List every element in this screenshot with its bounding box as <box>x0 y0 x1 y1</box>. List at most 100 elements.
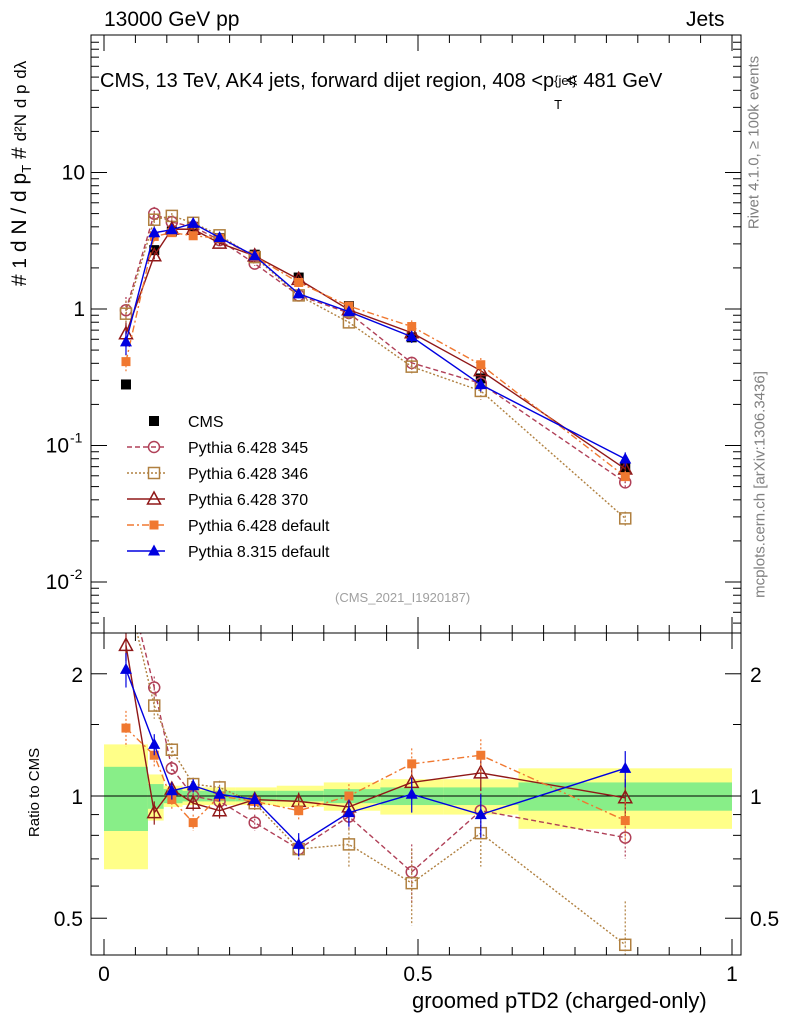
ratio-point <box>213 787 226 799</box>
ratio-point <box>248 793 261 805</box>
legend-label: Pythia 6.428 346 <box>188 466 308 483</box>
data-point <box>342 305 355 317</box>
data-point <box>146 247 162 262</box>
legend-marker <box>147 466 161 480</box>
y-tick-exponent: -2 <box>70 566 83 582</box>
ratio-point <box>147 699 161 712</box>
legend: CMS Pythia 6.428 345 Pythia 6.428 346 Pythi… <box>127 414 330 561</box>
ratio-point <box>342 838 356 851</box>
analysis-tag: (CMS_2021_I1920187) <box>335 590 471 605</box>
ratio-y-tick-label-right: 2 <box>750 664 762 687</box>
legend-label: Pythia 6.428 345 <box>188 440 308 457</box>
ratio-point <box>146 804 162 819</box>
legend-marker <box>149 520 159 530</box>
data-point <box>405 330 418 342</box>
data-point <box>294 277 304 287</box>
ratio-point <box>185 794 201 809</box>
mcplots-label: mcplots.cern.ch [arXiv:1306.3436] <box>751 371 769 598</box>
legend-label: Pythia 6.428 370 <box>188 492 308 509</box>
series-layer <box>118 206 633 955</box>
legend-label: Pythia 6.428 default <box>188 518 330 535</box>
y-tick-label: 1 <box>73 298 85 321</box>
data-point <box>147 213 161 226</box>
legend-entry: Pythia 6.428 345 <box>127 440 308 457</box>
legend-label: CMS <box>188 414 224 431</box>
y-axis-label-main: # 1 d N / d pT # d²N d p dλ <box>7 60 35 287</box>
ratio-point <box>121 723 131 733</box>
ratio-point <box>119 662 132 674</box>
series-ratio-line <box>139 633 626 873</box>
data-point <box>474 378 487 390</box>
y-tick-label: 10 <box>46 435 69 458</box>
ratio-point <box>120 570 131 581</box>
data-point <box>618 512 632 525</box>
data-point <box>188 231 198 241</box>
data-point <box>473 362 489 377</box>
data-point <box>405 360 418 373</box>
ratio-point <box>118 636 134 652</box>
data-point <box>407 322 417 332</box>
data-point <box>292 287 305 299</box>
data-point <box>342 316 356 329</box>
x-tick-label: 0.5 <box>403 963 432 986</box>
legend-marker <box>149 416 159 426</box>
ratio-point <box>165 784 178 796</box>
y-axis-label-ratio: Ratio to CMS <box>26 747 44 838</box>
ratio-point <box>120 580 131 591</box>
legend-entry: Pythia 6.428 346 <box>127 466 308 483</box>
ratio-point <box>188 818 198 828</box>
data-point <box>165 223 178 235</box>
legend-label: Pythia 8.315 default <box>188 544 330 561</box>
ratio-point <box>344 791 354 801</box>
data-point <box>119 335 132 347</box>
ratio-point <box>618 938 632 952</box>
series-line <box>125 231 626 478</box>
ratio-point <box>473 764 489 779</box>
series-line <box>125 228 626 470</box>
ratio-point <box>407 759 417 769</box>
y-tick-exponent: -1 <box>70 430 83 446</box>
process-label: Jets <box>686 8 725 31</box>
ratio-point <box>165 743 179 756</box>
data-point <box>476 360 486 370</box>
ratio-point <box>187 779 200 791</box>
cms-data-point <box>120 379 131 390</box>
series-main-4 <box>119 216 632 467</box>
cms-series <box>120 221 631 474</box>
legend-marker <box>148 544 160 556</box>
ratio-point <box>618 831 632 844</box>
legend-marker <box>146 490 162 505</box>
legend-entry: Pythia 6.428 default <box>127 518 330 535</box>
plot-title: CMS, 13 TeV, AK4 jets, forward dijet reg… <box>100 70 663 112</box>
data-point <box>148 226 161 238</box>
data-point <box>620 472 630 482</box>
rivet-version-label: Rivet 4.1.0, ≥ 100k events <box>745 55 763 230</box>
ratio-point <box>248 816 261 829</box>
data-point <box>248 249 261 261</box>
stat-uncertainty-band <box>104 766 148 831</box>
legend-entry: Pythia 6.428 370 <box>127 490 308 509</box>
ratio-point <box>342 806 355 818</box>
ratio-point <box>474 808 487 820</box>
legend-entry: CMS <box>149 414 224 431</box>
x-axis-label: groomed pTD2 (charged-only) <box>412 988 707 1013</box>
ratio-y-tick-label: 0.5 <box>54 908 83 931</box>
series-ratio-4 <box>119 653 632 857</box>
ratio-point <box>405 876 418 890</box>
data-point <box>119 307 133 320</box>
ratio-point <box>292 837 305 849</box>
ratio-point <box>148 737 161 749</box>
ratio-y-tick-label-right: 0.5 <box>750 908 779 931</box>
series-ratio-line <box>136 633 626 946</box>
ratio-y-tick-label: 2 <box>71 664 83 687</box>
legend-marker <box>147 440 161 454</box>
ratio-y-tick-label: 1 <box>71 786 83 809</box>
ratio-point <box>405 787 418 799</box>
ratio-panel-frame <box>90 632 742 956</box>
ratio-point <box>619 761 632 773</box>
collision-label: 13000 GeV pp <box>104 8 240 31</box>
x-tick-label: 0 <box>98 963 110 986</box>
ratio-point <box>620 816 630 826</box>
